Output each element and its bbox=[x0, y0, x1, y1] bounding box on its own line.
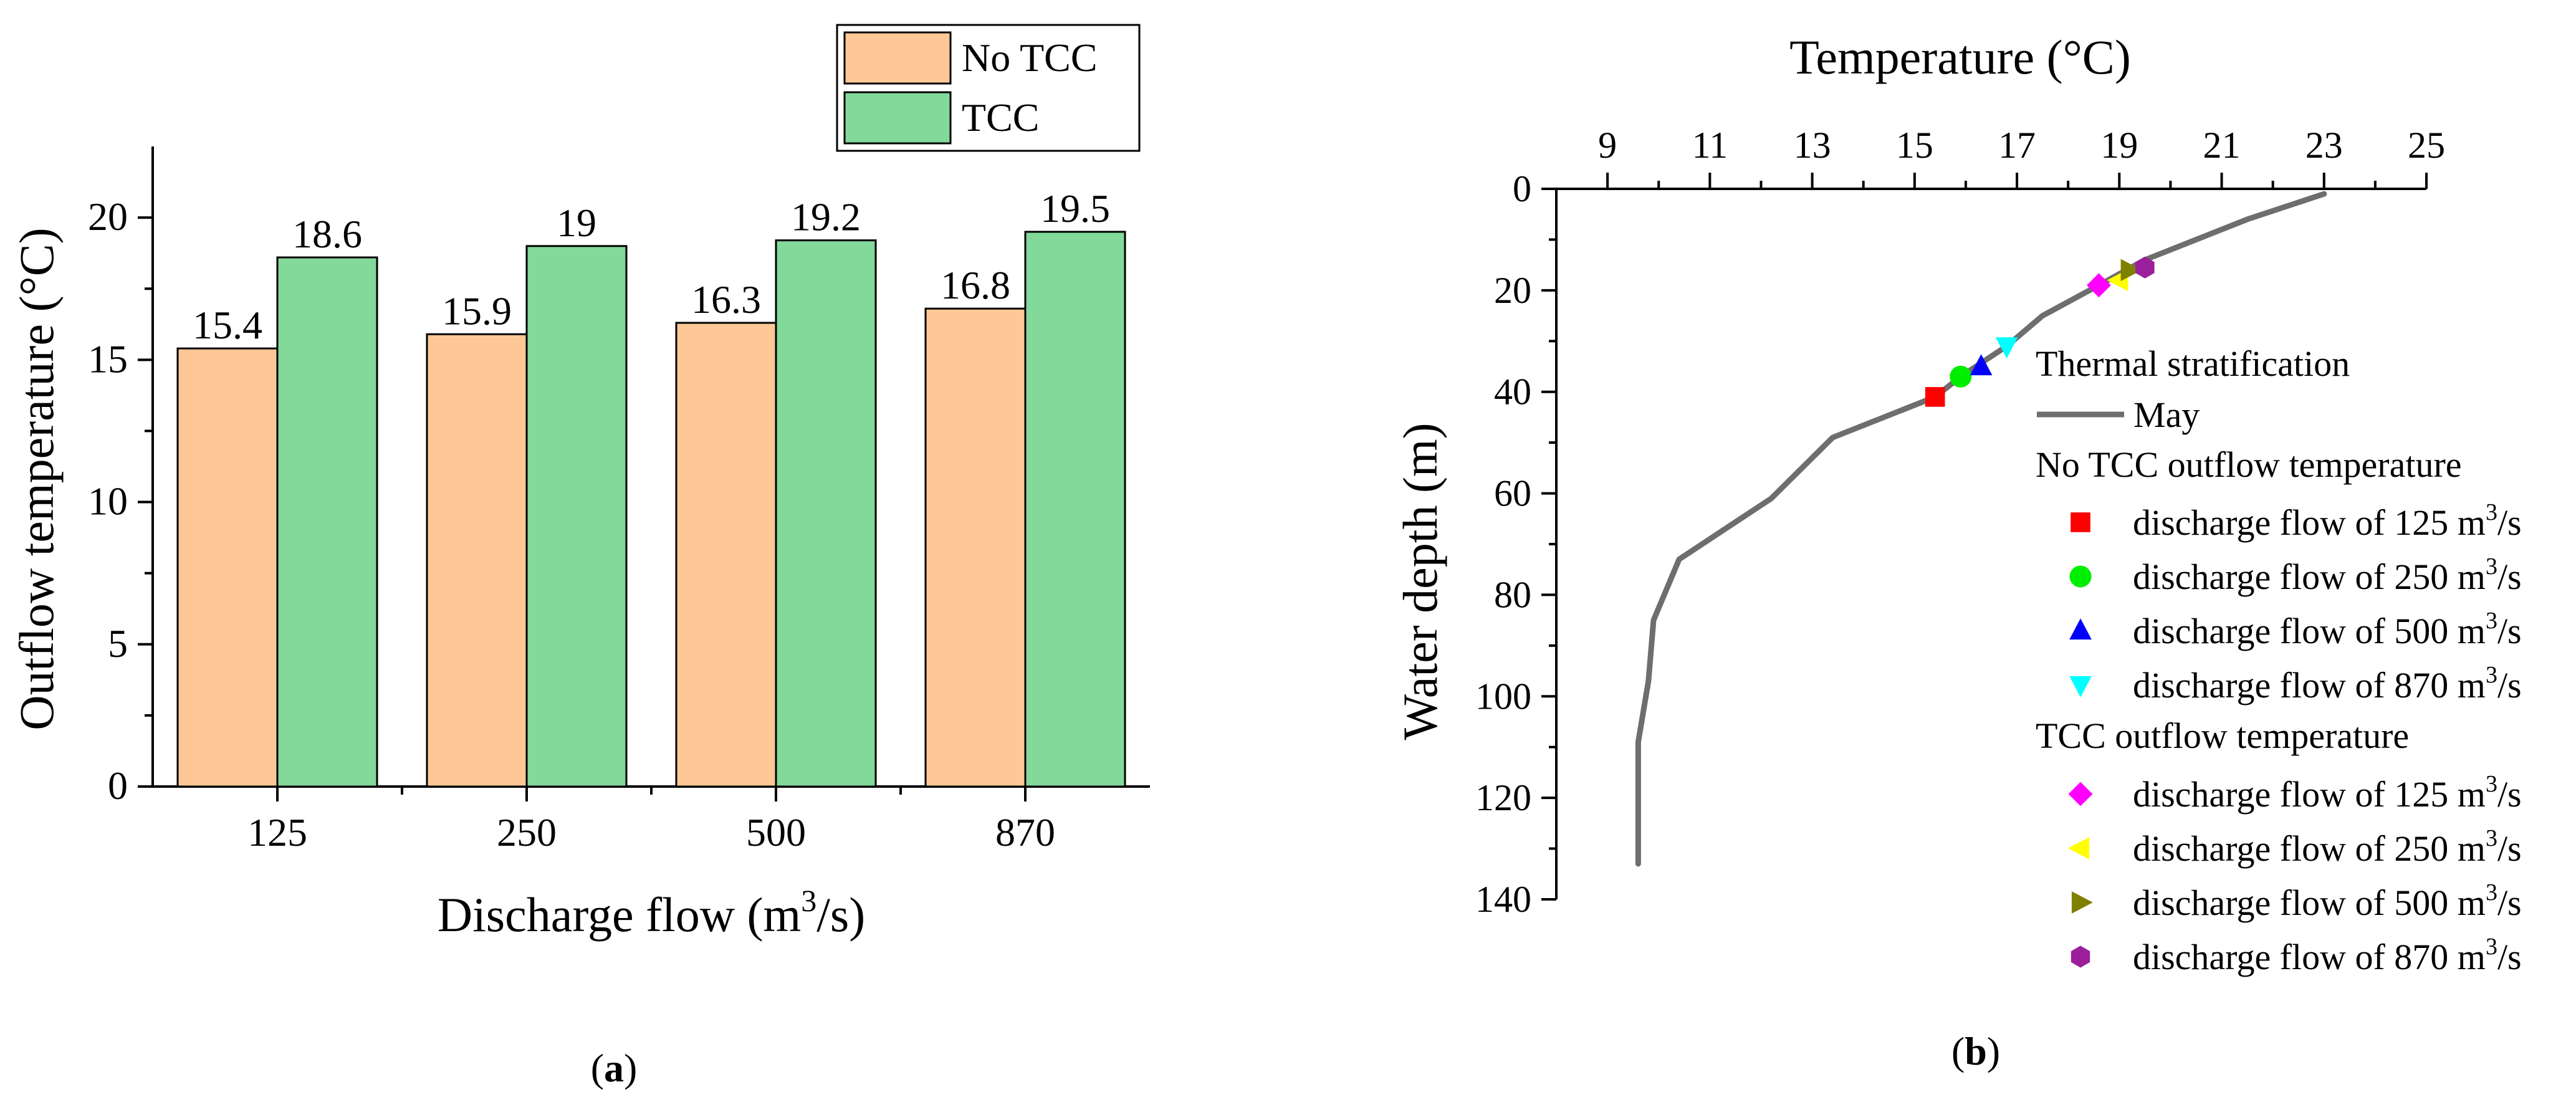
legend-marker-circle bbox=[2069, 565, 2092, 588]
bar bbox=[1024, 231, 1126, 788]
legend-label: TCC bbox=[962, 95, 1039, 140]
y-tick-label: 140 bbox=[1475, 879, 1531, 920]
legend-label: discharge flow of 870 m3/s bbox=[2133, 662, 2522, 706]
y-tick-label: 5 bbox=[108, 621, 128, 666]
y-tick-label: 100 bbox=[1475, 676, 1531, 717]
legend-label: No TCC bbox=[962, 36, 1098, 80]
legend-marker-hexagon bbox=[2071, 945, 2090, 968]
legend-header: Thermal stratification bbox=[2036, 343, 2350, 384]
x-tick-label: 17 bbox=[1998, 125, 2036, 166]
x-tick-label: 11 bbox=[1692, 125, 1728, 166]
x-tick-label: 19 bbox=[2100, 125, 2138, 166]
legend-label-superscript: 3 bbox=[2486, 825, 2497, 851]
legend-label-superscript: 3 bbox=[2486, 662, 2497, 688]
x-tick-label: 13 bbox=[1794, 125, 1831, 166]
legend-group-title: TCC outflow temperature bbox=[2036, 715, 2409, 756]
x-tick-label: 500 bbox=[746, 810, 806, 854]
legend-marker-triangle-up bbox=[2069, 618, 2092, 640]
x-axis-title: Temperature (°C) bbox=[1789, 30, 2131, 84]
legend-label: discharge flow of 500 m3/s bbox=[2133, 608, 2522, 651]
marker-triangle-up bbox=[1970, 354, 1993, 376]
y-tick-label: 40 bbox=[1494, 371, 1531, 413]
legend-marker-triangle-right bbox=[2071, 891, 2093, 914]
marker-hexagon bbox=[2135, 256, 2155, 279]
legend-label: discharge flow of 250 m3/s bbox=[2133, 825, 2522, 869]
panel-b: 9 11 13 15 17 19 21 23 25 0 20 40 60 80 100 120 140 Tempe… bbox=[1393, 30, 2522, 1073]
x-tick-label: 125 bbox=[247, 810, 307, 854]
legend-label-superscript: 3 bbox=[2486, 553, 2497, 580]
bar-value-label: 19.5 bbox=[1040, 186, 1110, 231]
y-tick-label: 80 bbox=[1494, 574, 1531, 615]
legend-label: discharge flow of 870 m3/s bbox=[2133, 934, 2522, 977]
bar bbox=[924, 307, 1027, 788]
marker-triangle-down bbox=[1995, 337, 2018, 359]
marker-diamond bbox=[2086, 273, 2111, 298]
panel-label-a: (a) bbox=[591, 1046, 638, 1090]
bar-value-label: 16.3 bbox=[691, 277, 761, 322]
x-tick-label: 25 bbox=[2408, 125, 2445, 166]
x-tick-label: 21 bbox=[2203, 125, 2241, 166]
panel-label-letter: b bbox=[1965, 1029, 1987, 1073]
legend-swatch bbox=[843, 31, 952, 85]
y-tick-label: 0 bbox=[1513, 168, 1531, 209]
panel-label-letter: a bbox=[604, 1046, 624, 1090]
marker-circle bbox=[1950, 365, 1972, 388]
y-tick-label: 120 bbox=[1475, 777, 1531, 818]
bar-value-label: 16.8 bbox=[941, 263, 1010, 307]
bar-value-label: 19 bbox=[557, 201, 596, 245]
bar-value-label: 15.4 bbox=[193, 303, 262, 347]
legend-label: discharge flow of 500 m3/s bbox=[2133, 879, 2522, 923]
legend-label-superscript: 3 bbox=[2486, 879, 2497, 906]
bar bbox=[276, 256, 378, 788]
marker-triangle-right bbox=[2120, 259, 2142, 282]
legend-marker-diamond bbox=[2068, 782, 2093, 806]
bar-value-label: 18.6 bbox=[292, 212, 362, 256]
bar bbox=[426, 333, 528, 788]
y-tick-label: 0 bbox=[108, 763, 128, 808]
marker-square bbox=[1925, 387, 1945, 407]
legend-marker-square bbox=[2071, 512, 2090, 532]
legend-group-title: No TCC outflow temperature bbox=[2036, 444, 2462, 485]
y-tick-label: 15 bbox=[88, 337, 128, 381]
legend-label: May bbox=[2133, 395, 2200, 435]
legend-label-superscript: 3 bbox=[2486, 771, 2497, 797]
legend-label: discharge flow of 125 m3/s bbox=[2133, 499, 2522, 543]
panel-label-b: (b) bbox=[1951, 1029, 2000, 1073]
legend-marker-triangle-down bbox=[2069, 676, 2092, 697]
x-axis-title-superscript: 3 bbox=[801, 883, 816, 918]
y-tick-label: 10 bbox=[88, 479, 128, 524]
panel-a: 0 5 10 15 20 15.4 18.6 125 15.9 19 250 16.3 19.2 500 1… bbox=[9, 24, 1150, 1090]
bar bbox=[525, 245, 628, 788]
x-tick-label: 250 bbox=[497, 810, 557, 854]
y-tick-label: 20 bbox=[1494, 270, 1531, 311]
bar-value-label: 19.2 bbox=[791, 195, 861, 239]
bar bbox=[775, 239, 877, 788]
x-tick-label: 23 bbox=[2305, 125, 2343, 166]
legend-swatch bbox=[843, 91, 952, 145]
legend-marker-triangle-left bbox=[2068, 837, 2090, 859]
x-axis-title: Discharge flow (m3/s) bbox=[438, 883, 865, 942]
y-axis-title: Water depth (m) bbox=[1393, 423, 1447, 740]
bar bbox=[675, 322, 777, 788]
x-tick-label: 9 bbox=[1598, 125, 1617, 166]
bar bbox=[176, 347, 279, 788]
bar-value-label: 15.9 bbox=[442, 289, 512, 333]
y-axis-title: Outflow temperature (°C) bbox=[9, 227, 64, 730]
y-tick-label: 20 bbox=[88, 194, 128, 239]
x-tick-label: 870 bbox=[995, 810, 1055, 854]
legend-label-superscript: 3 bbox=[2486, 934, 2497, 960]
x-tick-label: 15 bbox=[1896, 125, 1933, 166]
legend-label: discharge flow of 250 m3/s bbox=[2133, 553, 2522, 597]
legend-label-superscript: 3 bbox=[2486, 499, 2497, 525]
legend-label-superscript: 3 bbox=[2486, 608, 2497, 634]
y-tick-label: 60 bbox=[1494, 473, 1531, 514]
legend-label: discharge flow of 125 m3/s bbox=[2133, 771, 2522, 815]
